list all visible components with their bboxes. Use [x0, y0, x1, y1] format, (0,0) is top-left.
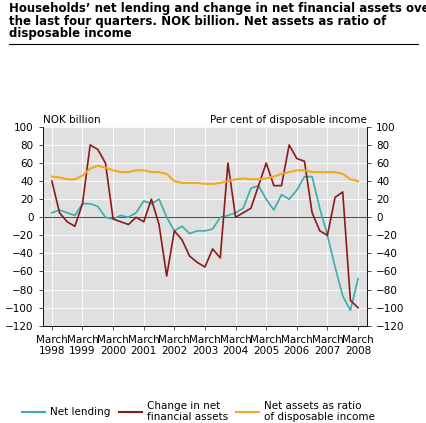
Text: disposable income: disposable income	[9, 27, 131, 41]
Text: Per cent of disposable income: Per cent of disposable income	[210, 115, 366, 125]
Text: the last four quarters. NOK billion. Net assets as ratio of: the last four quarters. NOK billion. Net…	[9, 15, 385, 28]
Text: NOK billion: NOK billion	[43, 115, 100, 125]
Legend: Net lending, Change in net
financial assets, Net assets as ratio
of disposable i: Net lending, Change in net financial ass…	[22, 401, 374, 422]
Text: Households’ net lending and change in net financial assets over: Households’ net lending and change in ne…	[9, 2, 426, 15]
